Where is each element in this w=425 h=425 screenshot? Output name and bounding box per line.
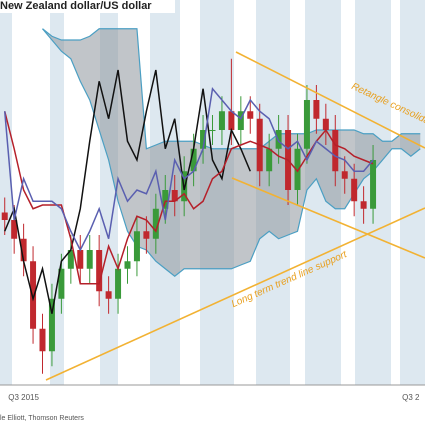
candle-body xyxy=(152,208,159,239)
chart-title: New Zealand dollar/US dollar xyxy=(0,0,152,12)
candle-body xyxy=(171,190,178,202)
line xyxy=(4,69,251,314)
candle-body xyxy=(67,250,74,269)
candle-body xyxy=(30,261,37,329)
candle-body xyxy=(313,100,320,119)
candle-body xyxy=(218,111,225,130)
stripe xyxy=(400,0,425,385)
candle-body xyxy=(322,118,329,130)
candle-body xyxy=(143,231,150,239)
candle-body xyxy=(96,250,103,292)
source: le Elliott, Thomson Reuters xyxy=(0,415,84,422)
trend-lines xyxy=(45,51,425,381)
line xyxy=(3,87,374,252)
candle-body xyxy=(351,178,358,202)
candle-body xyxy=(77,250,84,269)
candle-body xyxy=(360,201,367,209)
candle-body xyxy=(20,238,27,262)
candle-body xyxy=(294,148,301,190)
candle-body xyxy=(86,250,93,269)
candle-body xyxy=(124,261,131,269)
candle-body xyxy=(303,100,310,149)
candle-body xyxy=(266,148,273,172)
candle-body xyxy=(332,130,339,172)
candle-body xyxy=(11,220,18,239)
candle-body xyxy=(39,328,46,352)
candle-body xyxy=(200,130,207,149)
candle-body xyxy=(237,111,244,130)
candle-body xyxy=(370,160,377,209)
candle-body xyxy=(190,148,197,172)
candle-body xyxy=(1,212,8,220)
x-tick-label: Q3 2015 xyxy=(8,393,39,402)
candle-body xyxy=(48,298,55,352)
candle-body xyxy=(115,268,122,299)
cloud-edge xyxy=(42,28,421,278)
x-tick-label: Q3 2 xyxy=(402,393,420,402)
candle-body xyxy=(162,190,169,209)
candle-body xyxy=(247,111,254,119)
candle-body xyxy=(133,231,140,262)
candle-body xyxy=(341,171,348,179)
candle-body xyxy=(105,291,112,299)
title-bg xyxy=(0,0,175,13)
trend-line xyxy=(45,207,425,381)
trend-line xyxy=(231,177,425,259)
candle-body xyxy=(58,268,65,299)
cloud-fill xyxy=(42,28,421,277)
stripe xyxy=(0,0,12,385)
trend-line xyxy=(235,51,425,149)
candle-body xyxy=(209,130,216,131)
candle-body xyxy=(228,111,235,130)
plot-area xyxy=(1,28,421,374)
